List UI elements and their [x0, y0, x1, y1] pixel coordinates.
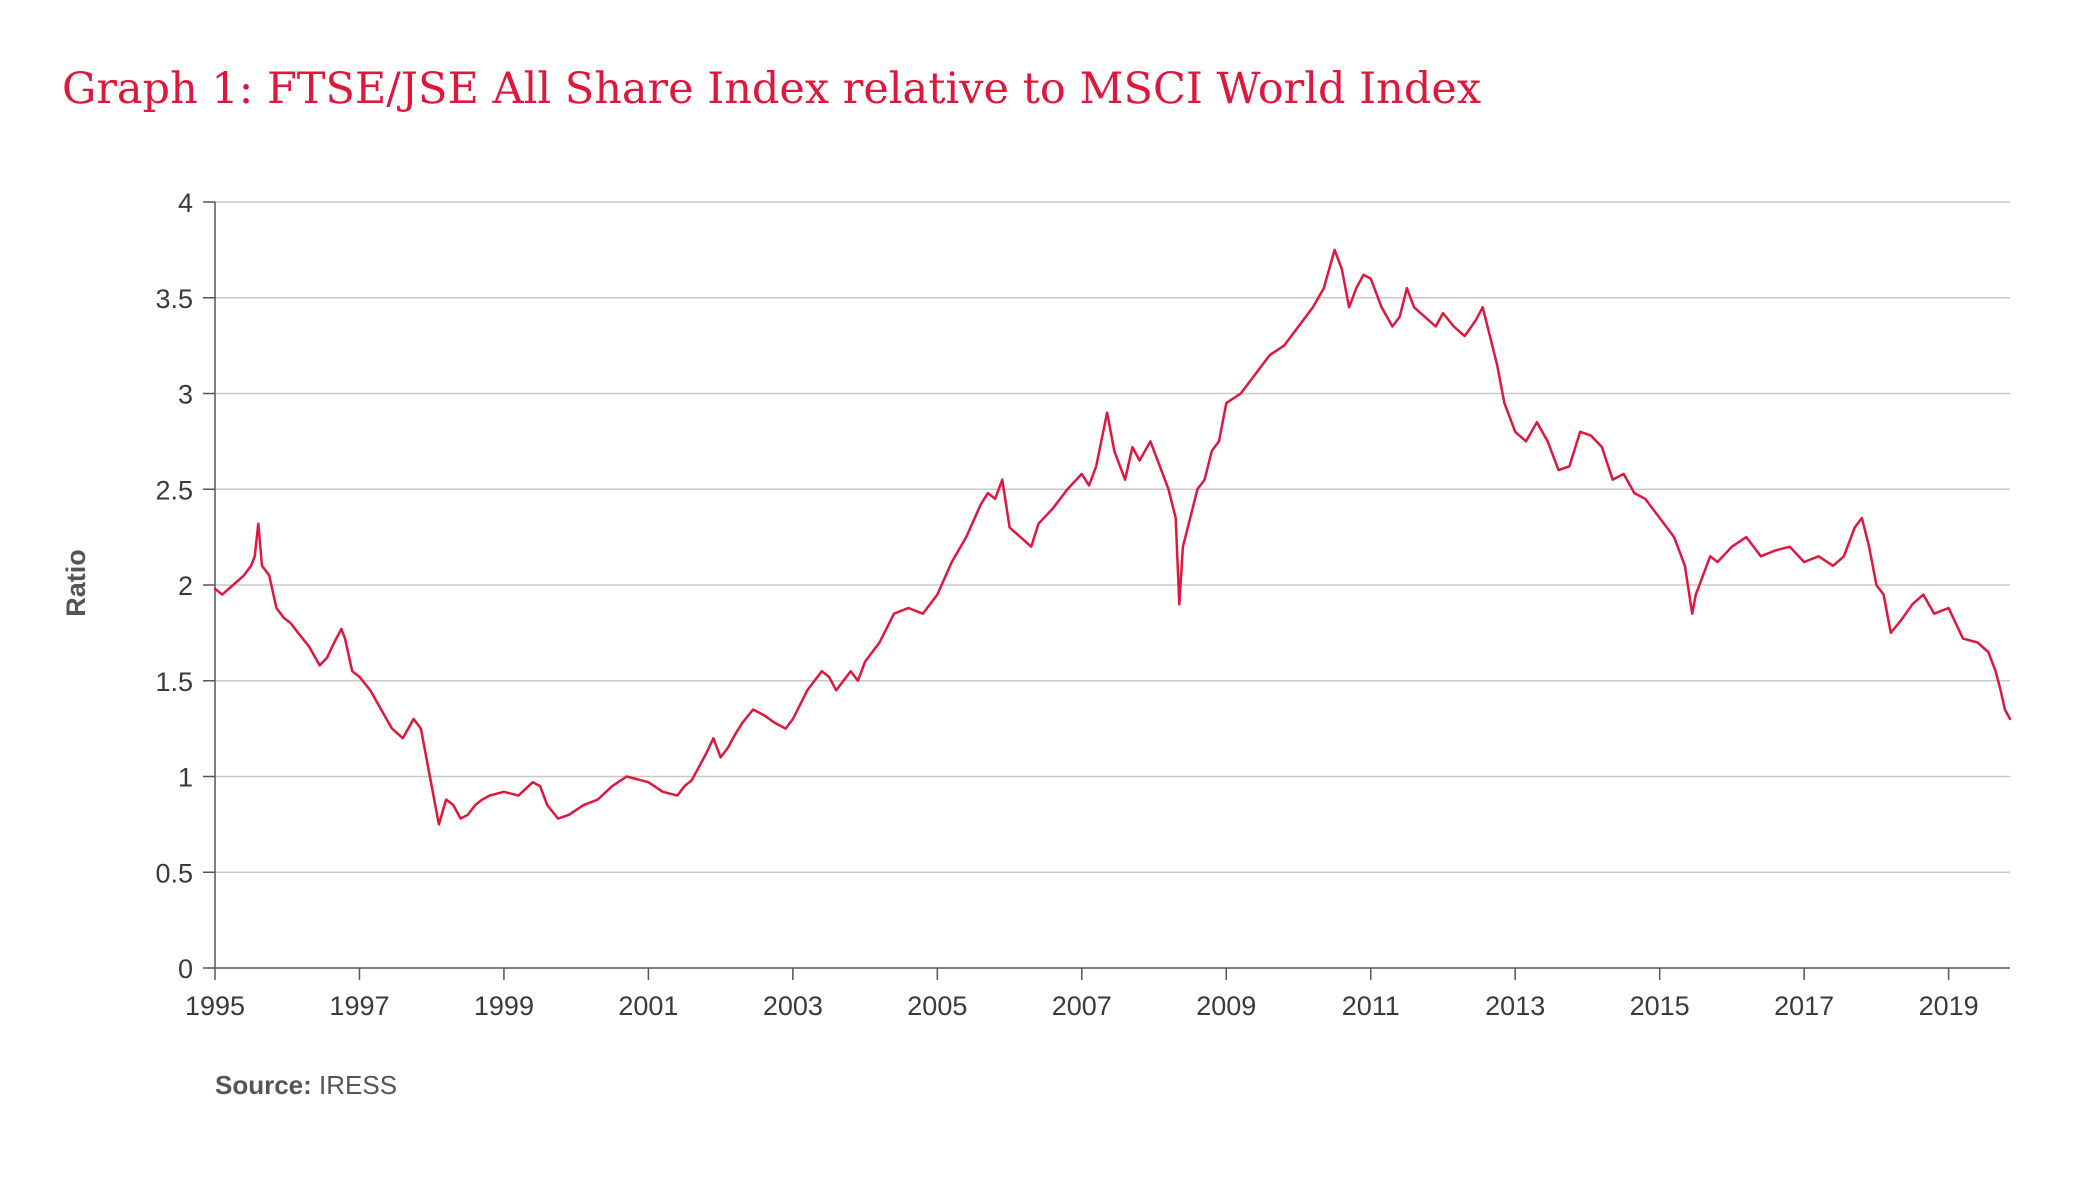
y-tick-label: 4	[178, 188, 193, 218]
y-tick-label: 2	[178, 571, 193, 601]
y-tick-labels: 0 0.5 1 1.5 2 2.5 3 3.5 4	[155, 188, 193, 984]
x-tick-label: 2003	[763, 991, 823, 1021]
x-tick-label: 2017	[1774, 991, 1834, 1021]
source-label: Source:	[215, 1070, 312, 1100]
gridlines	[215, 201, 2010, 873]
chart-title: Graph 1: FTSE/JSE All Share Index relati…	[62, 64, 1482, 114]
x-tick-labels: 1995 1997 1999 2001 2003 2005 2007 2009 2011 2013…	[185, 991, 1979, 1021]
y-axis-label: Ratio	[61, 549, 91, 617]
x-tick-label: 2001	[618, 991, 678, 1021]
x-tick-label: 2011	[1342, 991, 1400, 1021]
series-layer	[213, 248, 2012, 826]
y-tick-label: 1	[178, 763, 193, 793]
x-tick-label: 1995	[185, 991, 245, 1021]
x-tick-label: 2019	[1919, 991, 1979, 1021]
y-tick-label: 0.5	[155, 858, 193, 888]
y-tick-label: 3.5	[155, 284, 193, 314]
x-tick-label: 2007	[1052, 991, 1112, 1021]
y-tick-label: 2.5	[155, 475, 193, 505]
x-tick-label: 2005	[907, 991, 967, 1021]
series-line	[213, 248, 2012, 826]
x-tick-label: 2009	[1196, 991, 1256, 1021]
x-tick-label: 2013	[1485, 991, 1545, 1021]
axes	[203, 201, 2010, 980]
x-tick-label: 1997	[329, 991, 389, 1021]
x-tick-label: 2015	[1630, 991, 1690, 1021]
source-note: Source: IRESS	[215, 1070, 397, 1101]
source-value: IRESS	[319, 1070, 398, 1100]
y-tick-label: 0	[178, 954, 193, 984]
x-tick-label: 1999	[474, 991, 534, 1021]
y-tick-label: 3	[178, 380, 193, 410]
y-tick-label: 1.5	[155, 667, 193, 697]
